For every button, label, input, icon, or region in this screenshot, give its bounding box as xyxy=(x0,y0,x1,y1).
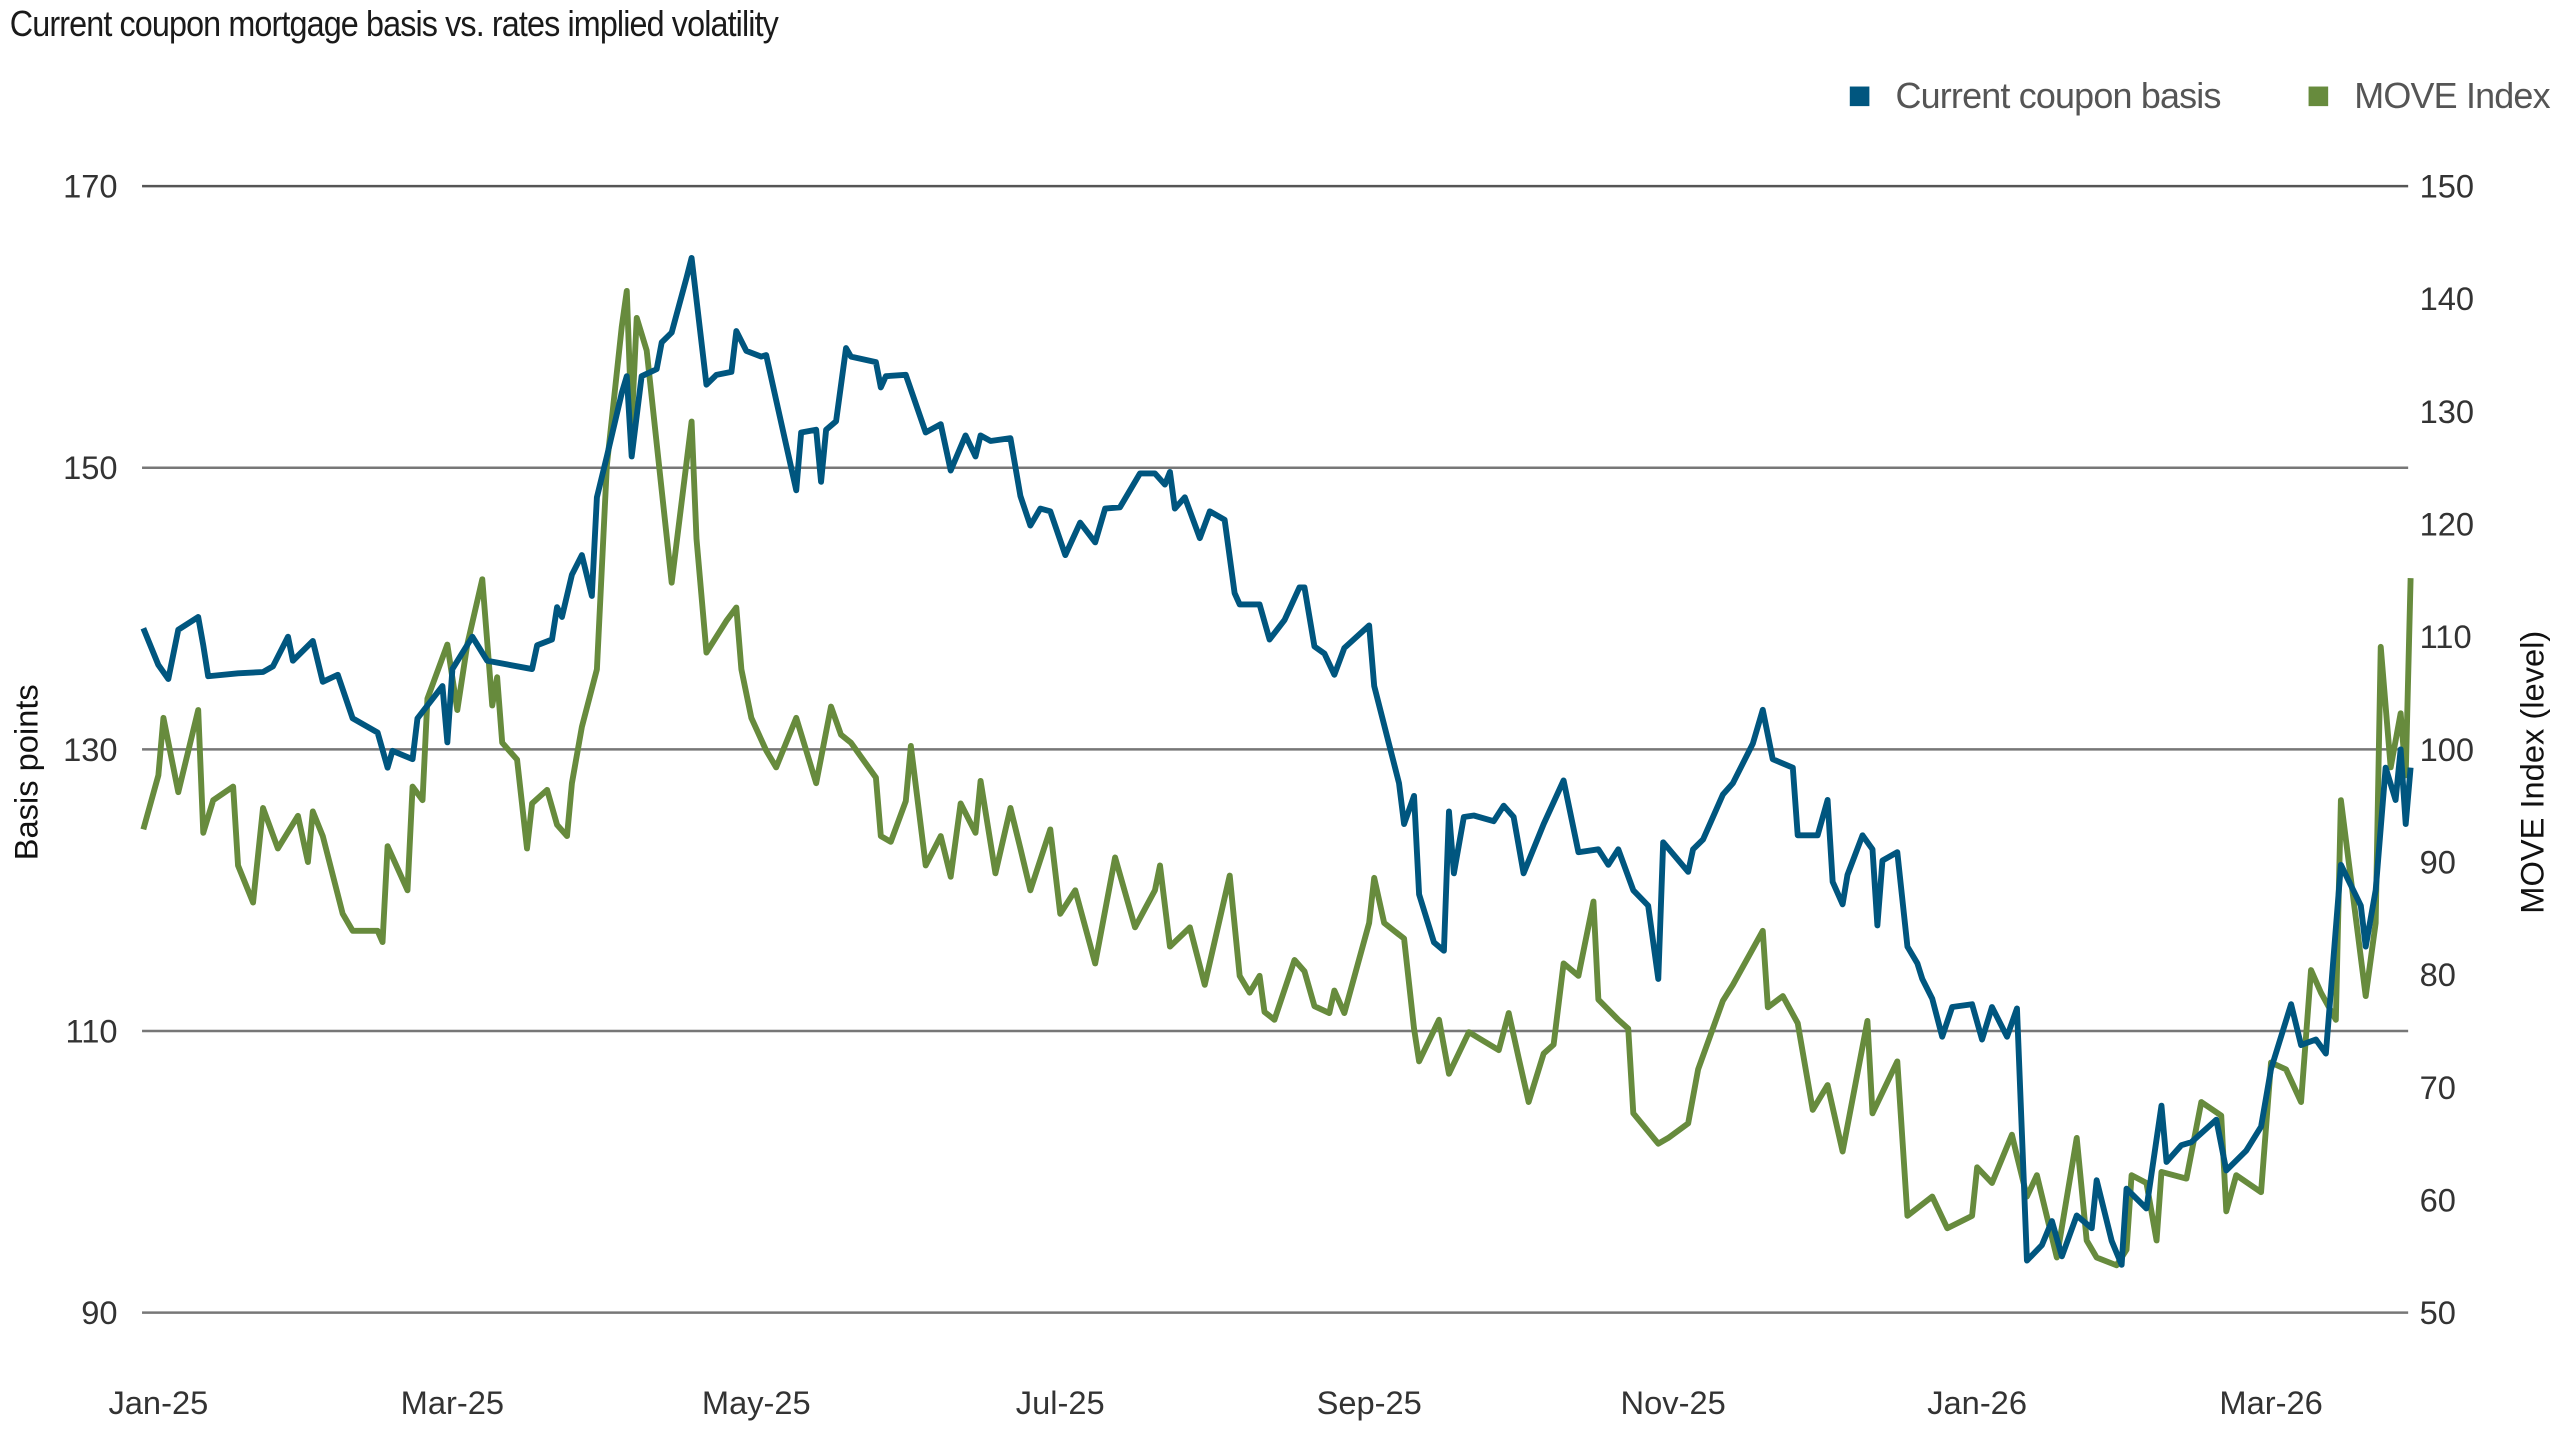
x-tick-label: Nov-25 xyxy=(1621,1384,1726,1421)
y2-tick-label: 50 xyxy=(2420,1294,2456,1331)
y2-tick-label: 70 xyxy=(2420,1069,2456,1106)
x-tick-label: Jan-25 xyxy=(108,1384,208,1421)
y-tick-label: 150 xyxy=(63,449,117,486)
y-tick-label: 170 xyxy=(63,168,117,205)
y2-axis-title: MOVE Index (level) xyxy=(2514,631,2551,914)
x-tick-label: Mar-25 xyxy=(401,1384,504,1421)
legend-item-move-index: MOVE Index xyxy=(2308,75,2551,117)
y-axis-title: Basis points xyxy=(8,684,45,860)
y-tick-label: 110 xyxy=(66,1012,118,1049)
series-line-current-coupon-basis xyxy=(140,255,2414,1268)
x-tick-label: Mar-26 xyxy=(2219,1384,2322,1421)
y2-tick-label: 150 xyxy=(2420,168,2474,205)
x-tick-label: May-25 xyxy=(702,1384,811,1421)
y2-tick-label: 60 xyxy=(2420,1181,2456,1218)
y2-tick-label: 130 xyxy=(2420,393,2474,430)
series-line-move-index xyxy=(140,287,2414,1269)
y2-tick-label: 110 xyxy=(2420,618,2472,655)
y2-tick-label: 90 xyxy=(2420,843,2456,880)
legend-label: Current coupon basis xyxy=(1895,75,2222,116)
x-tick-label: Jul-25 xyxy=(1016,1384,1105,1421)
legend-swatch-blue xyxy=(1849,86,1870,107)
legend-item-current-coupon-basis: Current coupon basis xyxy=(1849,75,2222,117)
chart-title: Current coupon mortgage basis vs. rates … xyxy=(9,3,779,45)
x-tick-label: Jan-26 xyxy=(1927,1384,2027,1421)
y2-tick-label: 80 xyxy=(2420,956,2456,993)
y2-tick-label: 100 xyxy=(2420,731,2474,768)
legend-label: MOVE Index xyxy=(2354,75,2550,116)
y-tick-label: 130 xyxy=(63,731,117,768)
y2-tick-label: 140 xyxy=(2420,280,2474,317)
x-tick-label: Sep-25 xyxy=(1317,1384,1422,1421)
y-tick-label: 90 xyxy=(81,1294,117,1331)
y2-tick-label: 120 xyxy=(2420,506,2474,543)
legend-swatch-green xyxy=(2308,86,2329,107)
